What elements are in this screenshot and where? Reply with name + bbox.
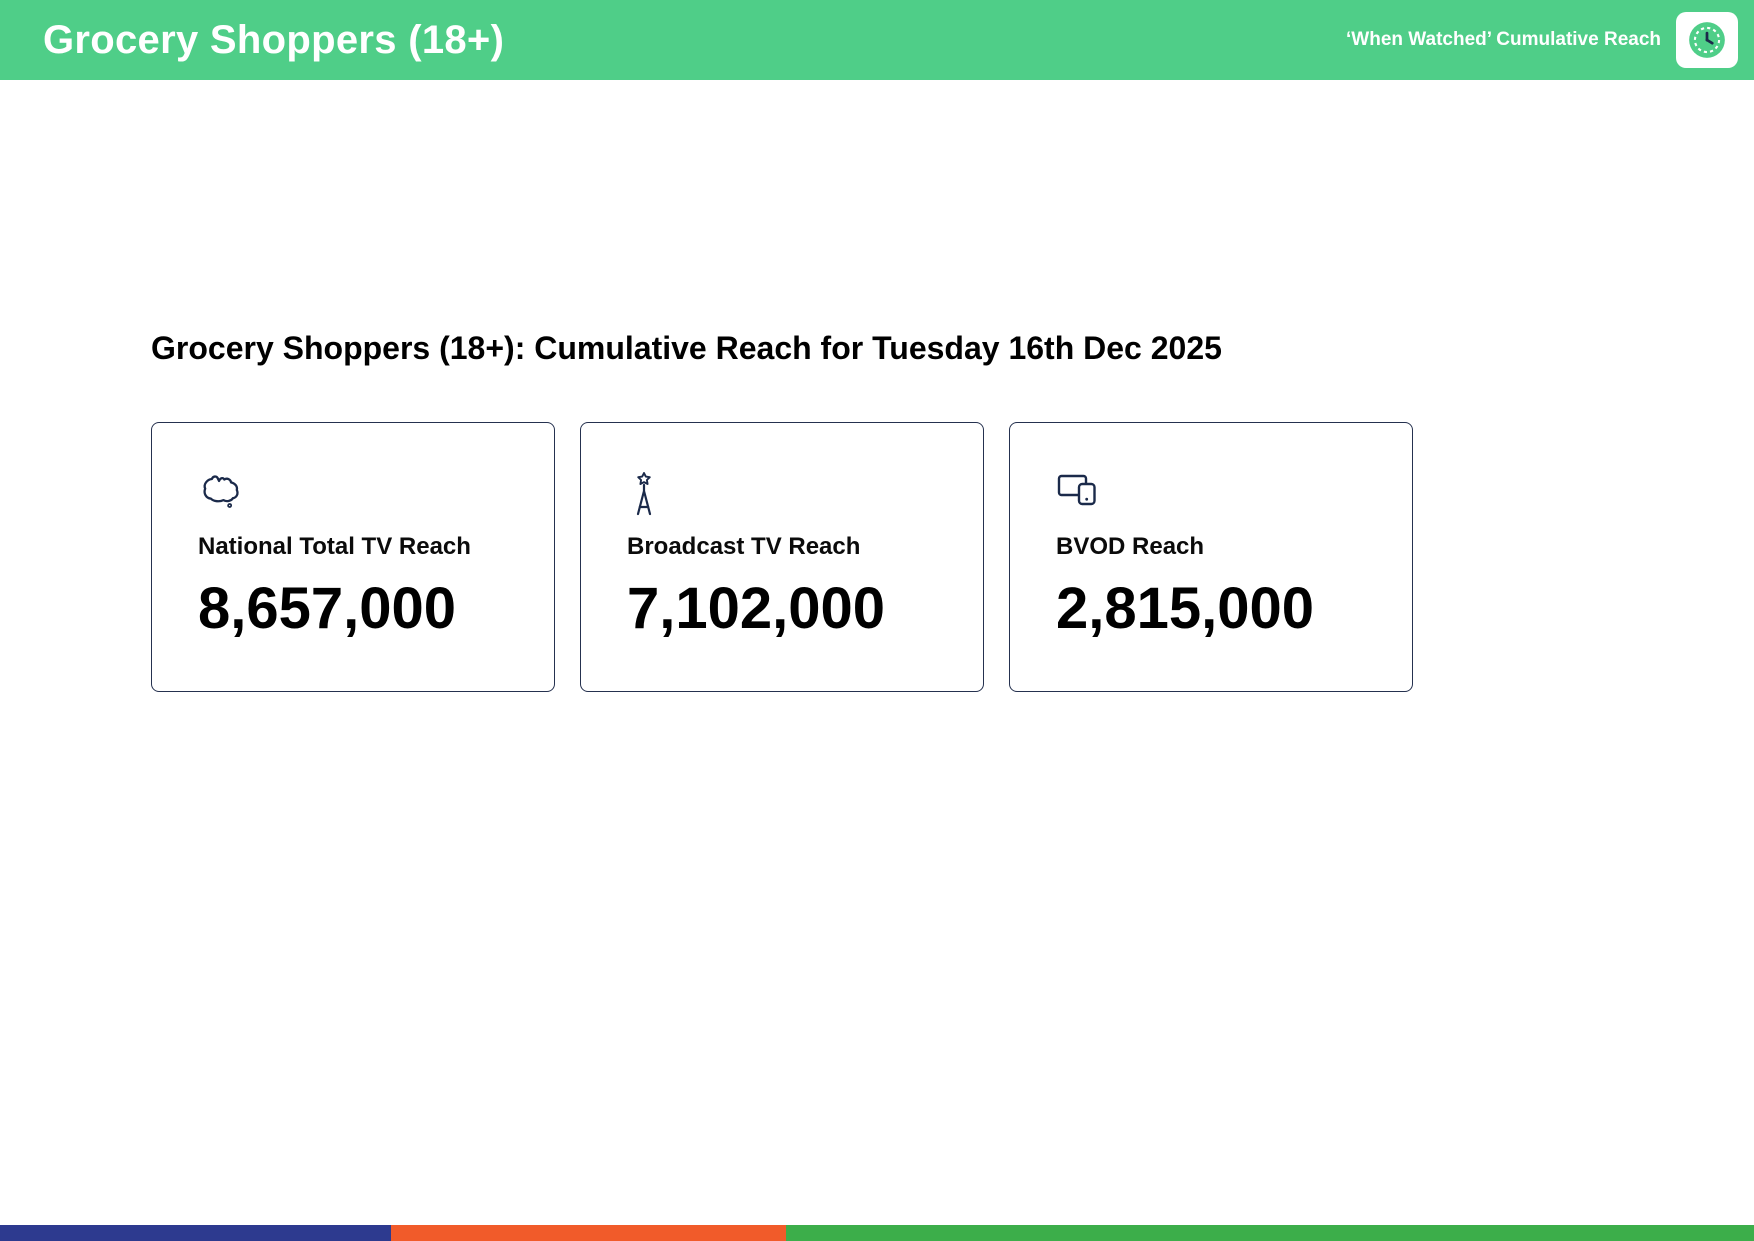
- kpi-cards: National Total TV Reach 8,657,000 Broadc…: [151, 422, 1754, 692]
- australia-map-icon: [198, 471, 510, 519]
- header-bar: Grocery Shoppers (18+) ‘When Watched’ Cu…: [0, 0, 1754, 80]
- footer-segment-orange: [391, 1225, 786, 1241]
- kpi-label: BVOD Reach: [1056, 533, 1205, 560]
- kpi-label: National Total TV Reach: [198, 533, 471, 560]
- app-title: Grocery Shoppers (18+): [43, 17, 505, 62]
- clock-logo-icon: [1676, 12, 1738, 68]
- main-content: Grocery Shoppers (18+): Cumulative Reach…: [0, 80, 1754, 1241]
- report-title: Grocery Shoppers (18+): Cumulative Reach…: [151, 330, 1222, 366]
- footer-stripe: [0, 1225, 1754, 1241]
- kpi-value: 8,657,000: [198, 576, 457, 641]
- devices-icon: [1056, 471, 1368, 519]
- kpi-value: 2,815,000: [1056, 576, 1315, 641]
- header-subtitle: ‘When Watched’ Cumulative Reach: [1346, 29, 1661, 50]
- header-right: ‘When Watched’ Cumulative Reach: [1346, 12, 1738, 68]
- footer-segment-navy: [0, 1225, 392, 1241]
- footer-segment-green: [785, 1225, 1754, 1241]
- kpi-card-bvod: BVOD Reach 2,815,000: [1009, 422, 1413, 692]
- kpi-card-national-total-tv: National Total TV Reach 8,657,000: [151, 422, 555, 692]
- kpi-label: Broadcast TV Reach: [627, 533, 861, 560]
- broadcast-tower-icon: [627, 471, 939, 519]
- kpi-card-broadcast-tv: Broadcast TV Reach 7,102,000: [580, 422, 984, 692]
- kpi-value: 7,102,000: [627, 576, 886, 641]
